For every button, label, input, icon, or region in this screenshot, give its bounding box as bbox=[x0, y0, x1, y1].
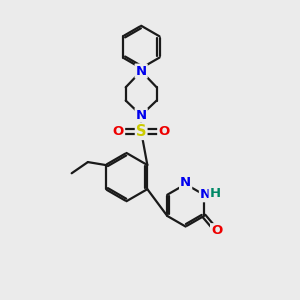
Text: O: O bbox=[211, 224, 222, 237]
Text: N: N bbox=[136, 109, 147, 122]
Text: O: O bbox=[158, 125, 169, 138]
Text: N: N bbox=[200, 188, 211, 201]
Text: H: H bbox=[210, 187, 221, 200]
Text: S: S bbox=[136, 124, 146, 139]
Text: N: N bbox=[136, 64, 147, 78]
Text: O: O bbox=[113, 125, 124, 138]
Text: N: N bbox=[180, 176, 191, 189]
